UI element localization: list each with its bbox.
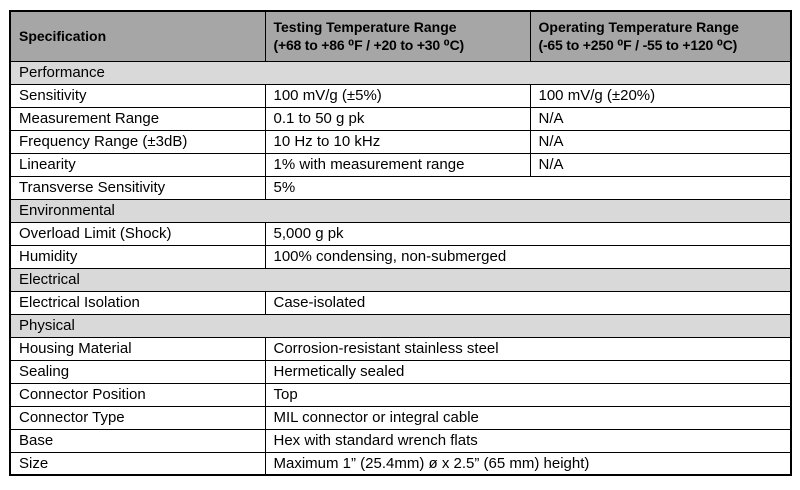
spec-row: Sensitivity 100 mV/g (±5%) 100 mV/g (±20%) [9, 83, 792, 108]
section-label: Physical [9, 313, 792, 338]
spec-name-cell: Humidity [9, 244, 266, 269]
spec-name-cell: Linearity [9, 152, 266, 177]
spec-name-cell: Overload Limit (Shock) [9, 221, 266, 246]
spec-row: Measurement Range 0.1 to 50 g pk N/A [9, 106, 792, 131]
section-label: Performance [9, 60, 792, 85]
operating-value-cell: N/A [529, 129, 792, 154]
spec-table-header: Specification Testing Temperature Range … [9, 10, 792, 62]
value-cell-merged: Case-isolated [264, 290, 792, 315]
testing-value-cell: 100 mV/g (±5%) [264, 83, 531, 108]
section-row-electrical: Electrical [9, 267, 792, 292]
section-row-physical: Physical [9, 313, 792, 338]
spec-name-cell: Connector Position [9, 382, 266, 407]
column-header-subtitle: (+68 to +86 ⁰F / +20 to +30 ⁰C) [273, 37, 465, 54]
testing-value-cell: 10 Hz to 10 kHz [264, 129, 531, 154]
section-row-environmental: Environmental [9, 198, 792, 223]
spec-name-cell: Size [9, 451, 266, 476]
value-cell-merged: 100% condensing, non-submerged [264, 244, 792, 269]
spec-row: Connector Position Top [9, 382, 792, 407]
spec-row: Size Maximum 1” (25.4mm) ø x 2.5” (65 mm)… [9, 451, 792, 476]
spec-name-cell: Measurement Range [9, 106, 266, 131]
header-row: Specification Testing Temperature Range … [9, 10, 792, 62]
spec-row: Overload Limit (Shock) 5,000 g pk [9, 221, 792, 246]
value-cell-merged: 5% [264, 175, 792, 200]
operating-value-cell: 100 mV/g (±20%) [529, 83, 792, 108]
spec-row: Frequency Range (±3dB) 10 Hz to 10 kHz N/A [9, 129, 792, 154]
value-cell-merged: Hermetically sealed [264, 359, 792, 384]
spec-name-cell: Transverse Sensitivity [9, 175, 266, 200]
column-header-specification: Specification [9, 10, 266, 62]
column-header-testing-temperature-range: Testing Temperature Range (+68 to +86 ⁰F… [264, 10, 531, 62]
testing-value-cell: 0.1 to 50 g pk [264, 106, 531, 131]
spec-row: Connector Type MIL connector or integral … [9, 405, 792, 430]
spec-table-body: Performance Sensitivity 100 mV/g (±5%) 100 … [9, 60, 792, 476]
spec-row: Humidity 100% condensing, non-submerged [9, 244, 792, 269]
spec-name-cell: Connector Type [9, 405, 266, 430]
spec-table: Specification Testing Temperature Range … [9, 10, 792, 476]
spec-row: Housing Material Corrosion-resistant stai… [9, 336, 792, 361]
operating-value-cell: N/A [529, 152, 792, 177]
spec-row: Transverse Sensitivity 5% [9, 175, 792, 200]
spec-name-cell: Housing Material [9, 336, 266, 361]
section-row-performance: Performance [9, 60, 792, 85]
column-header-subtitle: (-65 to +250 ⁰F / -55 to +120 ⁰C) [538, 37, 738, 54]
spec-row: Electrical Isolation Case-isolated [9, 290, 792, 315]
section-label: Environmental [9, 198, 792, 223]
spec-row: Linearity 1% with measurement range N/A [9, 152, 792, 177]
spec-name-cell: Sensitivity [9, 83, 266, 108]
spec-row: Sealing Hermetically sealed [9, 359, 792, 384]
value-cell-merged: Top [264, 382, 792, 407]
operating-value-cell: N/A [529, 106, 792, 131]
value-cell-merged: Maximum 1” (25.4mm) ø x 2.5” (65 mm) hei… [264, 451, 792, 476]
column-header-title: Specification [19, 28, 107, 45]
spec-name-cell: Sealing [9, 359, 266, 384]
spec-name-cell: Frequency Range (±3dB) [9, 129, 266, 154]
column-header-title: Operating Temperature Range [538, 19, 739, 36]
column-header-title: Testing Temperature Range [273, 19, 457, 36]
section-label: Electrical [9, 267, 792, 292]
column-header-operating-temperature-range: Operating Temperature Range (-65 to +250… [529, 10, 792, 62]
spec-name-cell: Electrical Isolation [9, 290, 266, 315]
value-cell-merged: Corrosion-resistant stainless steel [264, 336, 792, 361]
testing-value-cell: 1% with measurement range [264, 152, 531, 177]
spec-name-cell: Base [9, 428, 266, 453]
spec-row: Base Hex with standard wrench flats [9, 428, 792, 453]
value-cell-merged: MIL connector or integral cable [264, 405, 792, 430]
value-cell-merged: Hex with standard wrench flats [264, 428, 792, 453]
value-cell-merged: 5,000 g pk [264, 221, 792, 246]
